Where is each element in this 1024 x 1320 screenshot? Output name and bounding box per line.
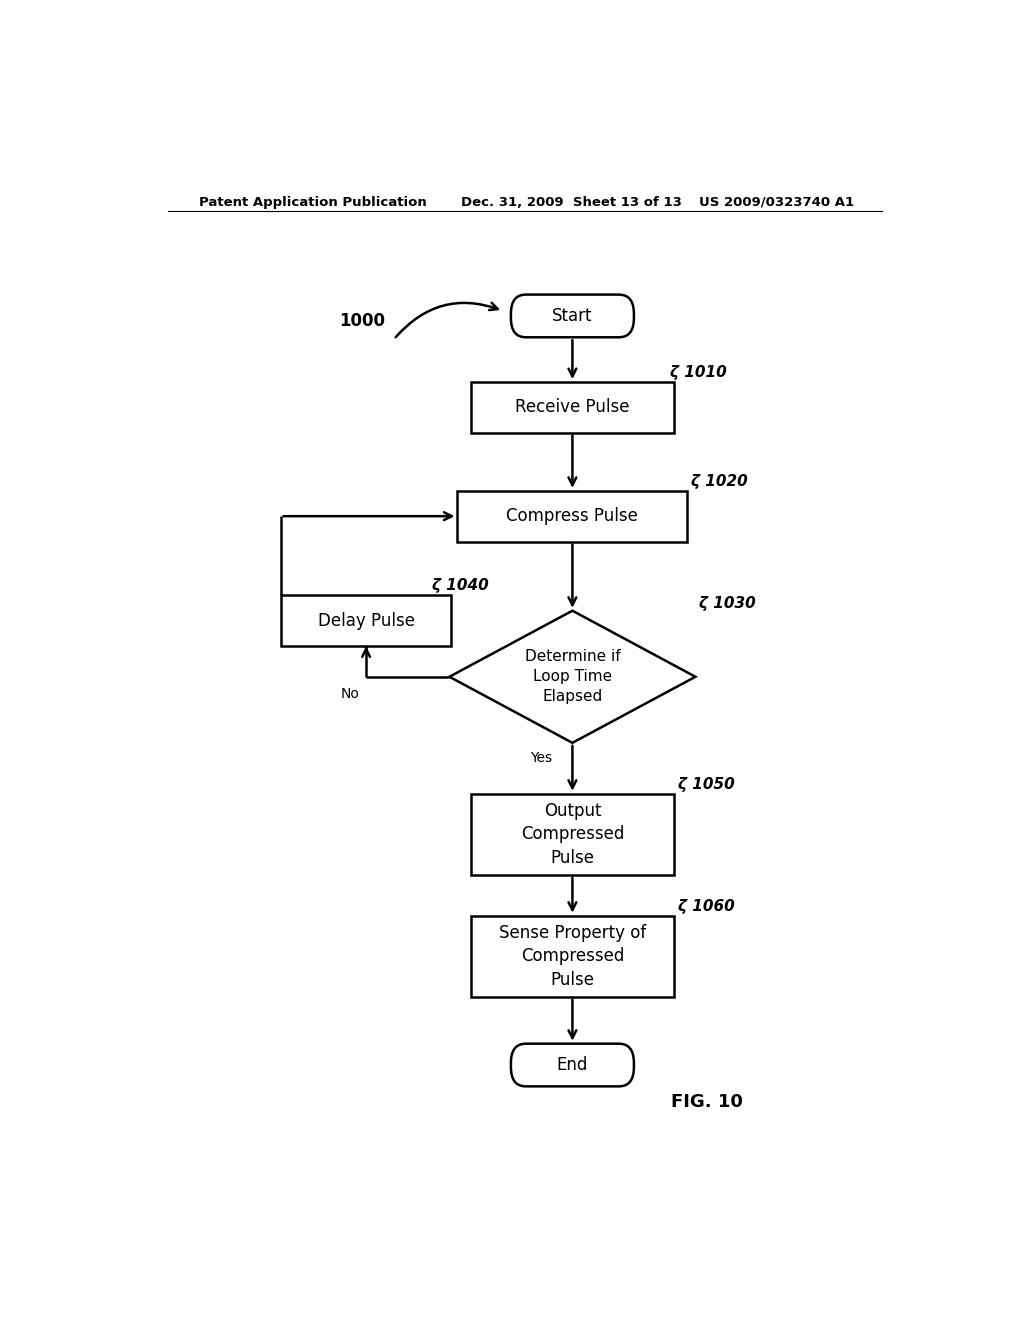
Text: US 2009/0323740 A1: US 2009/0323740 A1 [699, 195, 854, 209]
Text: Compress Pulse: Compress Pulse [507, 507, 638, 525]
Text: ζ 1010: ζ 1010 [670, 364, 726, 380]
Text: 1000: 1000 [339, 312, 385, 330]
Text: ζ 1020: ζ 1020 [691, 474, 749, 488]
Bar [458, 491, 687, 541]
Text: End: End [557, 1056, 588, 1074]
Bar [471, 793, 674, 875]
Text: Start: Start [552, 308, 593, 325]
Text: Output
Compressed
Pulse: Output Compressed Pulse [521, 801, 624, 867]
Text: Delay Pulse: Delay Pulse [317, 612, 415, 630]
Text: ζ 1030: ζ 1030 [699, 595, 756, 611]
Polygon shape [450, 611, 695, 743]
Text: FIG. 10: FIG. 10 [672, 1093, 743, 1110]
Text: ζ 1040: ζ 1040 [431, 578, 488, 594]
Text: ζ 1050: ζ 1050 [678, 776, 734, 792]
Text: Dec. 31, 2009  Sheet 13 of 13: Dec. 31, 2009 Sheet 13 of 13 [461, 195, 682, 209]
Text: Yes: Yes [529, 751, 552, 766]
Text: No: No [341, 686, 359, 701]
Text: Patent Application Publication: Patent Application Publication [200, 195, 427, 209]
FancyBboxPatch shape [511, 1044, 634, 1086]
Text: Determine if
Loop Time
Elapsed: Determine if Loop Time Elapsed [524, 649, 621, 704]
Bar [471, 916, 674, 997]
Bar [471, 381, 674, 433]
FancyBboxPatch shape [511, 294, 634, 338]
Text: Receive Pulse: Receive Pulse [515, 399, 630, 416]
Text: Sense Property of
Compressed
Pulse: Sense Property of Compressed Pulse [499, 924, 646, 989]
Text: ζ 1060: ζ 1060 [678, 899, 734, 913]
Bar [281, 595, 452, 647]
